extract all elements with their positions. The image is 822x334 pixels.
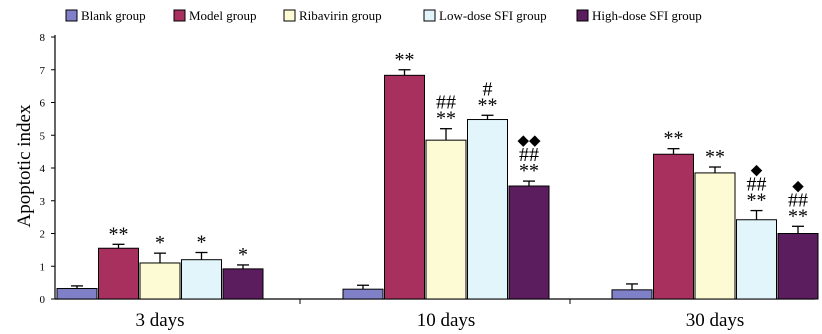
- significance-marker: **: [436, 108, 456, 130]
- y-tick-label: 0: [40, 294, 46, 306]
- legend-swatch: [65, 9, 78, 22]
- y-axis-title: Apoptotic index: [14, 104, 35, 227]
- significance-marker: **: [109, 223, 129, 245]
- significance-marker: ◆: [751, 163, 763, 179]
- bar: [56, 288, 98, 300]
- significance-marker: **: [747, 190, 767, 212]
- y-tick-label: 3: [40, 196, 46, 208]
- y-tick-label: 5: [40, 130, 46, 142]
- bar: [342, 288, 384, 300]
- significance-marker: ##: [519, 144, 539, 166]
- x-tick-label: 10 days: [417, 310, 476, 331]
- significance-marker: **: [788, 205, 808, 227]
- legend-label: High-dose SFI group: [592, 8, 702, 23]
- significance-marker: *: [155, 232, 165, 254]
- y-tick-label: 6: [40, 98, 46, 110]
- bar: [181, 259, 222, 300]
- bars: [56, 69, 819, 300]
- legend-label: Blank group: [81, 8, 146, 23]
- significance-marker: **: [664, 128, 684, 150]
- significance-marker: **: [705, 146, 725, 168]
- y-tick-label: 7: [40, 65, 46, 77]
- bar: [384, 74, 425, 300]
- significance-marker: **: [478, 94, 498, 116]
- bar: [467, 119, 508, 300]
- y-tick-label: 2: [40, 229, 46, 241]
- x-tick-label: 30 days: [686, 310, 745, 331]
- significance-marker: ##: [436, 92, 456, 114]
- legend-label: Ribavirin group: [299, 8, 382, 23]
- significance-marker: **: [395, 49, 415, 71]
- bar: [653, 153, 694, 300]
- bar: [777, 233, 819, 300]
- significance-marker: ##: [788, 189, 808, 211]
- legend: Blank group Model group Ribavirin group Low…: [65, 8, 702, 23]
- legend-swatch: [283, 9, 296, 22]
- bar: [425, 139, 467, 300]
- significance-marker: **: [519, 160, 539, 182]
- bar: [736, 219, 777, 300]
- y-tick-label: 8: [40, 32, 46, 44]
- legend-swatch: [576, 9, 589, 22]
- bar: [222, 268, 264, 300]
- legend-swatch: [423, 9, 436, 22]
- legend-swatch: [173, 9, 186, 22]
- significance-marker: ◆◆: [517, 133, 541, 149]
- significance-annotations: *********##*****#**##◆***##◆◆**##◆: [109, 49, 809, 266]
- significance-marker: ◆: [792, 178, 804, 194]
- x-tick-label: 3 days: [135, 310, 184, 331]
- significance-marker: *: [197, 231, 207, 253]
- bar: [139, 262, 181, 300]
- legend-label: Model group: [189, 8, 257, 23]
- significance-marker: *: [238, 244, 248, 266]
- significance-marker: #: [483, 78, 493, 100]
- y-axis-title-group: Apoptotic index: [14, 104, 35, 227]
- bar: [694, 172, 736, 300]
- y-tick-label: 4: [40, 163, 46, 175]
- bar: [98, 247, 139, 300]
- bar: [611, 289, 653, 300]
- bar: [508, 185, 550, 300]
- legend-label: Low-dose SFI group: [439, 8, 547, 23]
- significance-marker: ##: [747, 174, 767, 196]
- y-tick-label: 1: [40, 261, 46, 273]
